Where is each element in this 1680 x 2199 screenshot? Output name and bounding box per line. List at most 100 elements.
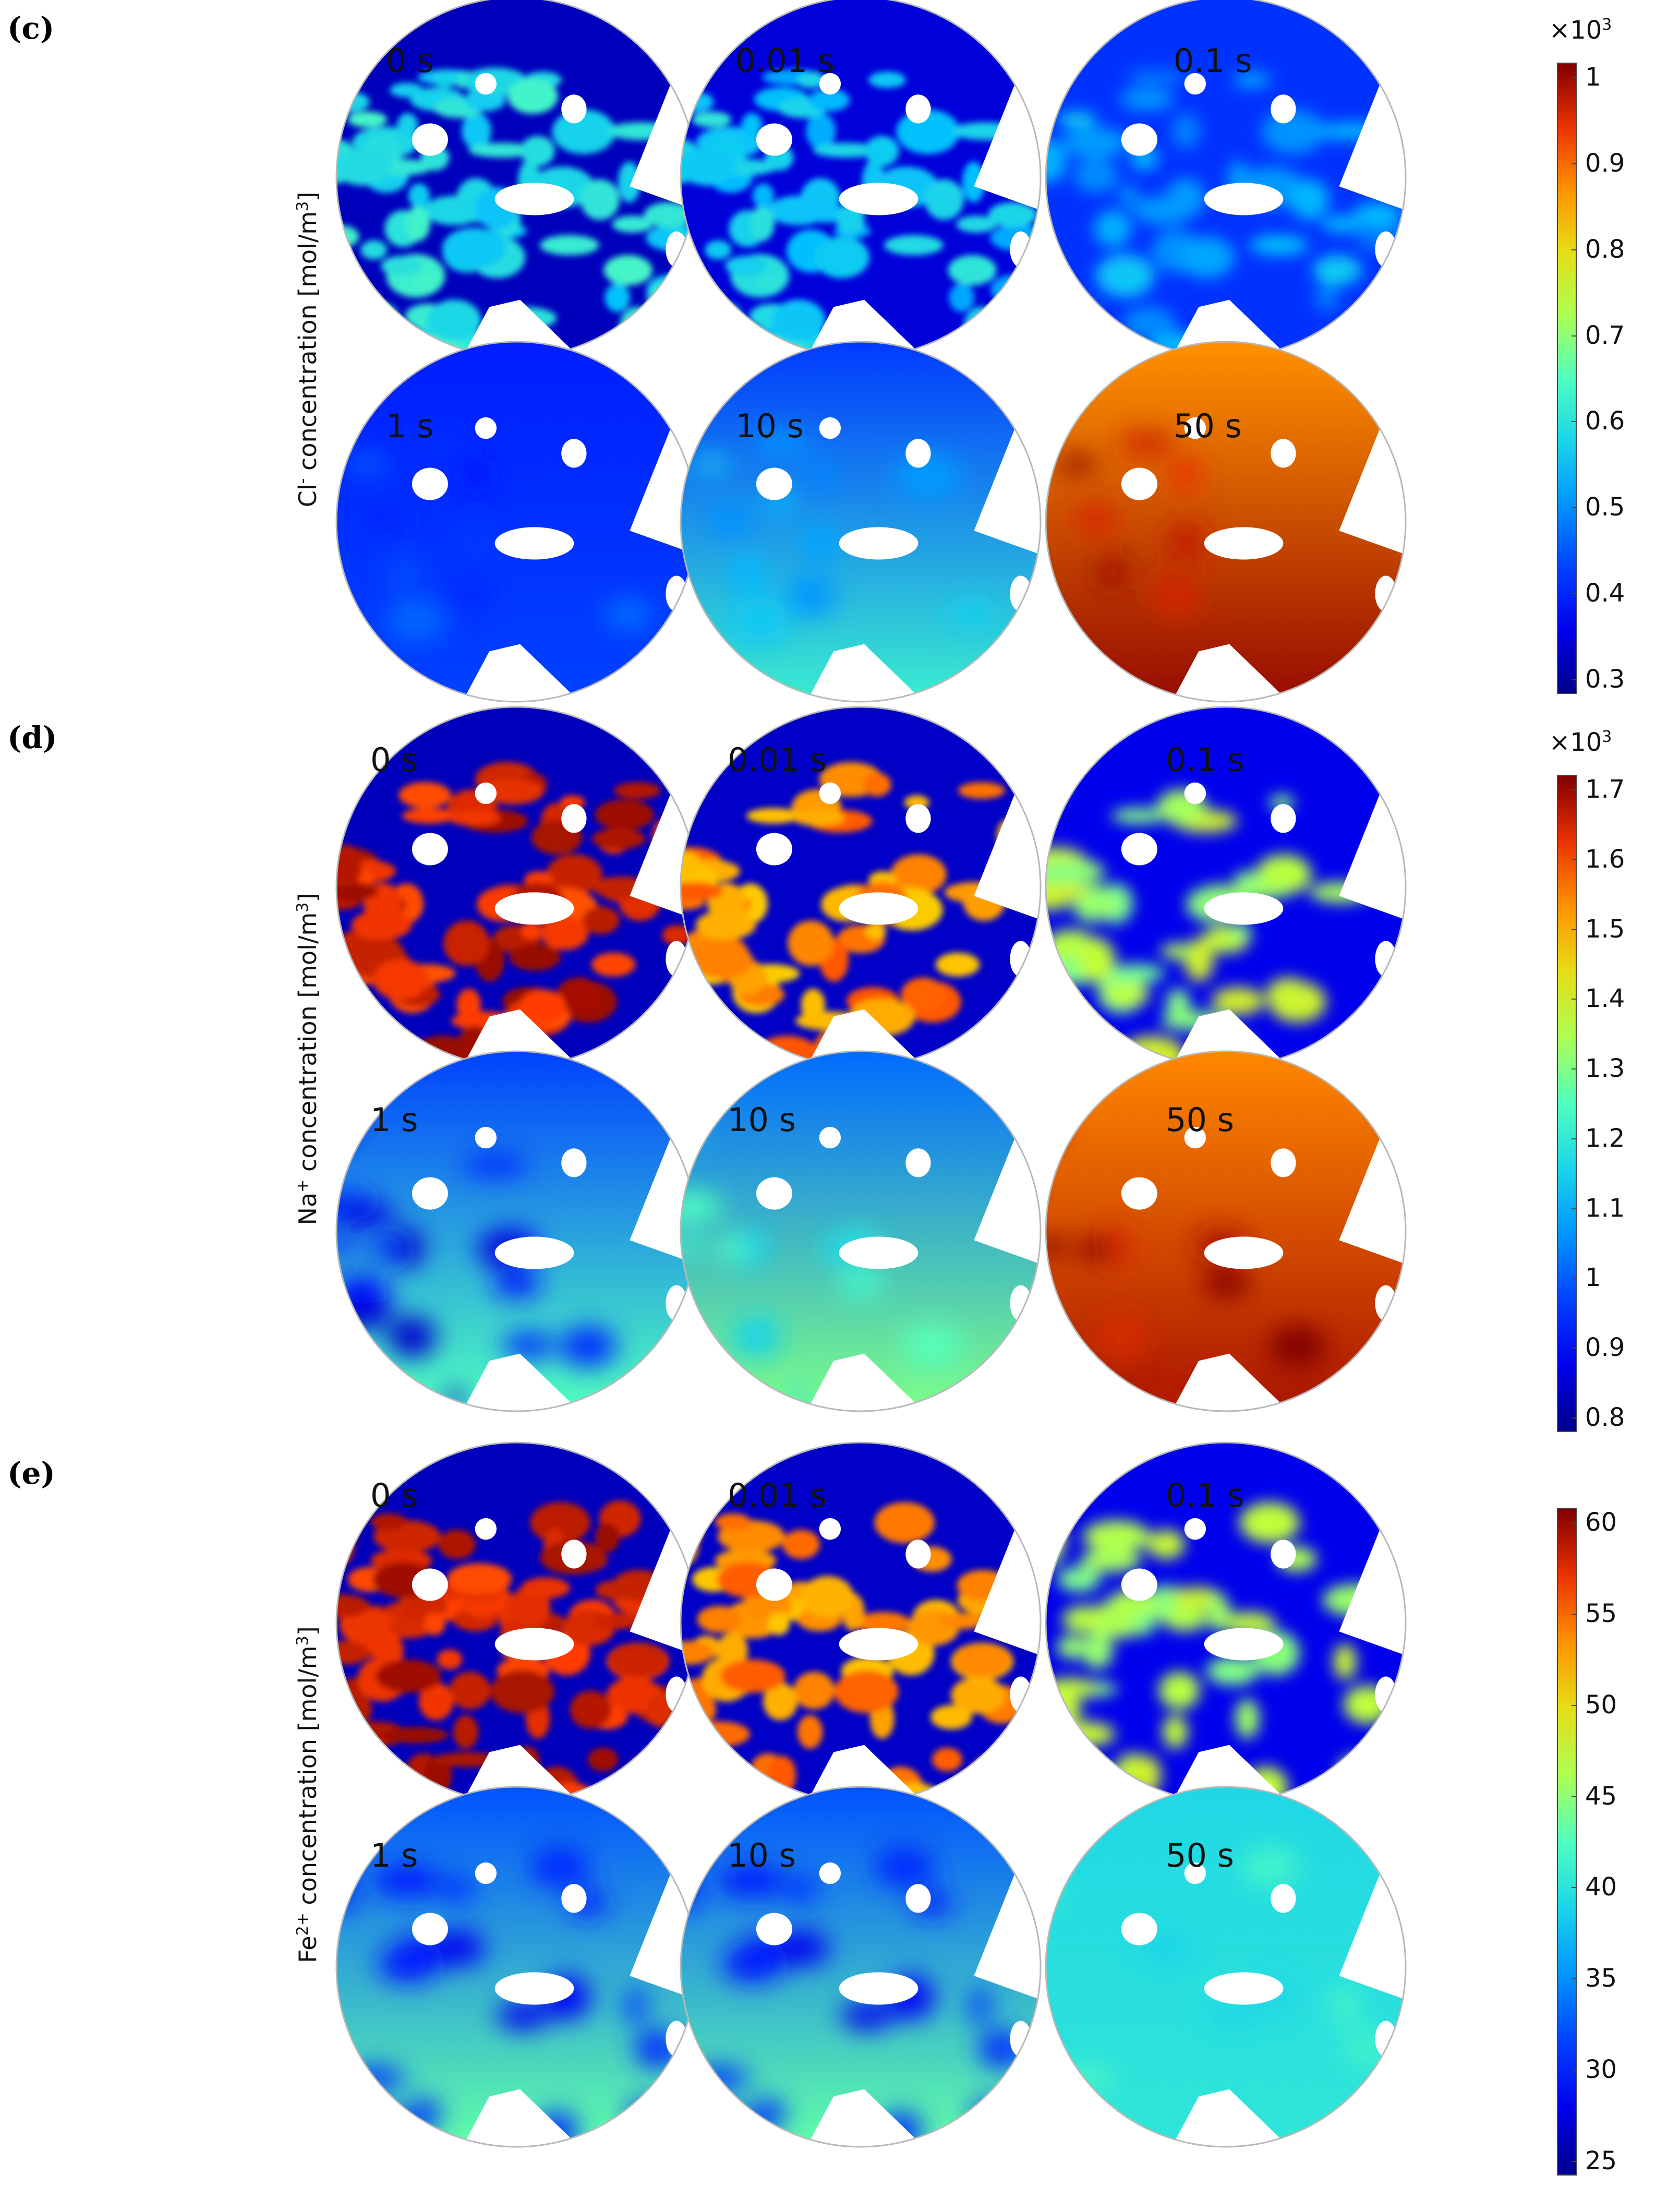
time-label: 0.01 s [728, 741, 827, 779]
time-label: 0.1 s [1166, 1476, 1244, 1515]
colorbar-tick-label: 1.7 [1585, 775, 1625, 804]
time-label: 1 s [370, 1101, 418, 1139]
panel-letter: (d) [7, 720, 57, 755]
colorbar-tick-mark [1572, 1138, 1577, 1139]
panel-letter: (c) [7, 10, 55, 46]
colorbar-tick-label: 0.8 [1585, 234, 1625, 264]
panel-letter: (e) [7, 1456, 55, 1491]
colorbar-tick-mark [1572, 929, 1577, 930]
colorbar-tick-mark [1572, 163, 1577, 164]
colorbar-tick-mark [1572, 1417, 1577, 1419]
colorbar-tick-label: 1.4 [1585, 984, 1625, 1014]
colorbar-tick-mark [1572, 1278, 1577, 1279]
concentration-map [1045, 1050, 1407, 1412]
y-axis-label-part: ] [294, 1626, 322, 1636]
time-label: 0.1 s [1174, 42, 1252, 80]
colorbar [1557, 775, 1577, 1432]
colorbar-tick-label: 25 [1585, 2146, 1617, 2176]
concentration-map [335, 1050, 697, 1412]
y-axis-label-part: 3 [293, 902, 312, 912]
colorbar-tick-label: 30 [1585, 2055, 1617, 2085]
time-label: 1 s [370, 1836, 418, 1874]
time-label: 0.1 s [1166, 741, 1244, 779]
time-label: 10 s [728, 1101, 796, 1139]
colorbar-exponent-power: 3 [1602, 16, 1612, 34]
y-axis-label-part: Fe [294, 1936, 322, 1963]
concentration-map [680, 1786, 1042, 2148]
y-axis-label-part: Na [294, 1192, 322, 1225]
concentration-map [680, 706, 1042, 1068]
colorbar-tick-label: 1 [1585, 1263, 1601, 1293]
colorbar-tick-mark [1572, 679, 1577, 680]
colorbar-tick-mark [1572, 1613, 1577, 1615]
y-axis-label-part: ] [294, 893, 322, 903]
y-axis-label: Cl- concentration [mol/m3] [294, 192, 322, 508]
colorbar-tick-label: 0.9 [1585, 148, 1625, 178]
y-axis-label-part: concentration [mol/m [294, 1645, 322, 1913]
y-axis-label: Na+ concentration [mol/m3] [294, 893, 322, 1225]
concentration-map [680, 1050, 1042, 1412]
colorbar-tick-label: 0.3 [1585, 665, 1625, 694]
time-label: 0.01 s [735, 42, 835, 80]
colorbar-tick-label: 1.6 [1585, 844, 1625, 874]
concentration-map [335, 1786, 697, 2148]
colorbar-tick-label: 0.5 [1585, 492, 1625, 522]
colorbar-tick-label: 0.7 [1585, 320, 1625, 350]
concentration-map [1045, 1441, 1407, 1804]
colorbar [1557, 63, 1577, 694]
colorbar-tick-mark [1572, 859, 1577, 860]
y-axis-label-part: 3 [293, 1636, 312, 1646]
colorbar-tick-label: 50 [1585, 1690, 1617, 1720]
time-label: 0 s [370, 741, 418, 779]
y-axis-label-part: - [293, 478, 312, 484]
colorbar-tick-label: 0.8 [1585, 1403, 1625, 1432]
concentration-map [335, 706, 697, 1068]
concentration-map [335, 341, 697, 703]
concentration-map [1045, 1786, 1407, 2148]
colorbar-tick-mark [1572, 1796, 1577, 1797]
colorbar-tick-label: 1.3 [1585, 1054, 1625, 1084]
colorbar-tick-mark [1572, 789, 1577, 790]
colorbar-tick-label: 60 [1585, 1508, 1617, 1537]
concentration-map [680, 1441, 1042, 1804]
colorbar-tick-label: 0.9 [1585, 1333, 1625, 1363]
concentration-map [680, 0, 1042, 358]
concentration-map [680, 341, 1042, 703]
colorbar-tick-mark [1572, 1522, 1577, 1523]
concentration-map [1045, 341, 1407, 703]
colorbar-tick-label: 45 [1585, 1781, 1617, 1811]
time-label: 0 s [386, 42, 434, 80]
y-axis-label: Fe2+ concentration [mol/m3] [294, 1626, 322, 1963]
colorbar-tick-mark [1572, 999, 1577, 1000]
colorbar-tick-label: 40 [1585, 1872, 1617, 1902]
concentration-map [335, 0, 697, 358]
colorbar-tick-label: 1 [1585, 63, 1601, 92]
y-axis-label-part: concentration [mol/m [294, 912, 322, 1180]
concentration-map [1045, 0, 1407, 358]
time-label: 0.01 s [728, 1476, 827, 1515]
y-axis-label-part: 2+ [293, 1913, 312, 1936]
colorbar-tick-label: 0.6 [1585, 406, 1625, 436]
colorbar-tick-mark [1572, 507, 1577, 509]
colorbar-tick-mark [1572, 1208, 1577, 1209]
colorbar-tick-mark [1572, 2070, 1577, 2071]
y-axis-label-part: 3 [293, 201, 312, 211]
colorbar-tick-label: 1.2 [1585, 1123, 1625, 1153]
concentration-map [1045, 706, 1407, 1068]
colorbar-tick-label: 55 [1585, 1599, 1617, 1628]
y-axis-label-part: + [293, 1179, 312, 1193]
colorbar-tick-mark [1572, 1704, 1577, 1706]
time-label: 1 s [386, 407, 434, 445]
colorbar-tick-mark [1572, 421, 1577, 423]
y-axis-label-part: concentration [mol/m [294, 211, 322, 478]
time-label: 0 s [370, 1476, 418, 1515]
colorbar-tick-label: 1.5 [1585, 914, 1625, 944]
colorbar [1557, 1508, 1577, 2176]
colorbar-tick-mark [1572, 1978, 1577, 1980]
colorbar-tick-mark [1572, 593, 1577, 595]
y-axis-label-part: ] [294, 191, 322, 201]
colorbar-tick-label: 0.4 [1585, 579, 1625, 608]
colorbar-exponent: ×103 [1549, 728, 1612, 757]
colorbar-tick-label: 1.1 [1585, 1193, 1625, 1223]
